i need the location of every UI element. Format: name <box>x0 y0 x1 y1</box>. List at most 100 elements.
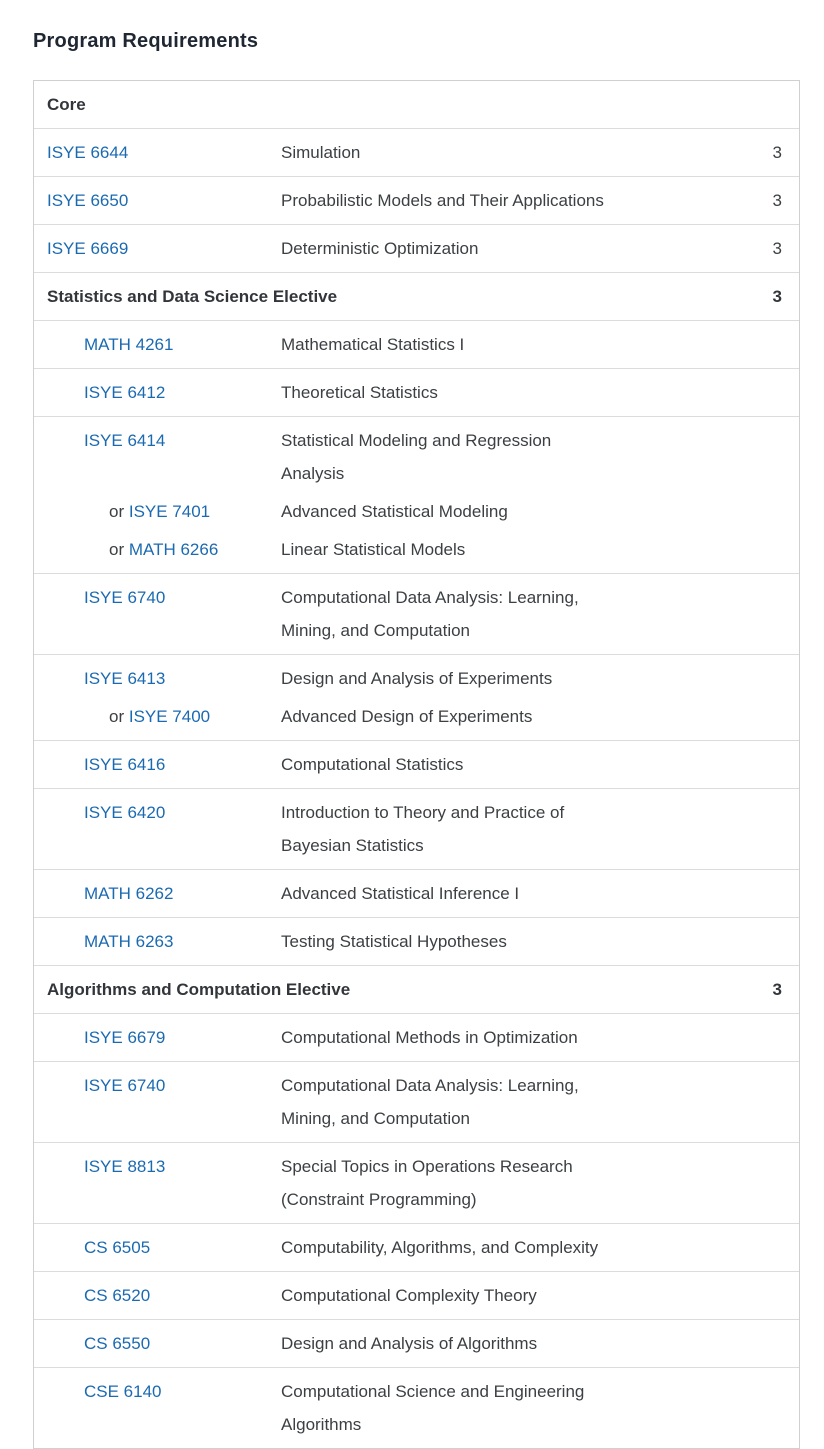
course-code-link[interactable]: ISYE 7400 <box>128 707 211 726</box>
course-hours <box>623 581 782 647</box>
course-code-cell: MATH 6263 <box>47 925 281 958</box>
course-code-cell: ISYE 6679 <box>47 1021 281 1054</box>
course-hours <box>623 662 782 695</box>
table-row: CS 6505 Computability, Algorithms, and Co… <box>34 1224 799 1272</box>
table-row: CS 6550 Design and Analysis of Algorithms <box>34 1320 799 1368</box>
course-title: Design and Analysis of Experiments <box>281 669 553 688</box>
table-row: ISYE 6413 Design and Analysis of Experime… <box>34 655 799 741</box>
or-prefix: or <box>109 540 129 559</box>
course-code-link[interactable]: CS 6505 <box>84 1238 151 1257</box>
course-title: Computational Data Analysis: Learning, M… <box>281 588 579 640</box>
course-code-link[interactable]: ISYE 8813 <box>84 1157 166 1176</box>
table-row: ISYE 6740 Computational Data Analysis: Le… <box>34 1062 799 1143</box>
course-code-link[interactable]: CS 6520 <box>84 1286 151 1305</box>
course-hours: 3 <box>772 191 782 210</box>
course-code-link[interactable]: ISYE 6644 <box>47 143 129 162</box>
course-code-link[interactable]: ISYE 6413 <box>84 669 166 688</box>
course-code-cell: ISYE 6740 <box>47 1069 281 1135</box>
course-title: Simulation <box>281 143 361 162</box>
catalog-page: Program Requirements Core ISYE 6644 Simula… <box>0 30 824 1449</box>
page-title: Program Requirements <box>33 30 259 52</box>
course-code-link[interactable]: ISYE 6669 <box>47 239 129 258</box>
table-row: ISYE 6669 Deterministic Optimization 3 <box>34 225 799 273</box>
table-row: ISYE 6644 Simulation 3 <box>34 129 799 177</box>
course-code-link[interactable]: ISYE 6412 <box>84 383 166 402</box>
course-code-cell: CS 6505 <box>47 1231 281 1264</box>
course-hours <box>623 796 782 862</box>
table-row: ISYE 6416 Computational Statistics <box>34 741 799 789</box>
course-code-cell: CS 6520 <box>47 1279 281 1312</box>
table-row: MATH 4261 Mathematical Statistics I <box>34 321 799 369</box>
course-hours: 3 <box>772 239 782 258</box>
course-code-link[interactable]: ISYE 6416 <box>84 755 166 774</box>
section-title: Core <box>47 95 86 114</box>
program-requirements-table: Core ISYE 6644 Simulation 3 ISYE 6650 Probabi… <box>33 80 800 1449</box>
course-code-link[interactable]: ISYE 6740 <box>84 1076 166 1095</box>
table-row: MATH 6263 Testing Statistical Hypotheses <box>34 918 799 966</box>
course-code-link[interactable]: CSE 6140 <box>84 1382 162 1401</box>
course-title: Special Topics in Operations Research (C… <box>281 1157 573 1209</box>
table-row: ISYE 6412 Theoretical Statistics <box>34 369 799 417</box>
course-code-cell: ISYE 6412 <box>47 376 281 409</box>
course-title: Mathematical Statistics I <box>281 335 465 354</box>
course-code-cell: CS 6550 <box>47 1327 281 1360</box>
course-code-cell: ISYE 6669 <box>47 232 281 265</box>
course-title: Computational Complexity Theory <box>281 1286 537 1305</box>
course-title: Probabilistic Models and Their Applicati… <box>281 191 604 210</box>
course-title: Deterministic Optimization <box>281 239 479 258</box>
course-hours <box>623 328 782 361</box>
course-hours <box>623 1021 782 1054</box>
section-header-row: Core <box>34 81 799 129</box>
alt-course-title: Advanced Statistical Modeling <box>281 502 508 521</box>
course-code-cell: ISYE 6420 <box>47 796 281 862</box>
course-code-cell: MATH 6262 <box>47 877 281 910</box>
course-title: Introduction to Theory and Practice of B… <box>281 803 565 855</box>
section-header-row: Algorithms and Computation Elective 3 <box>34 966 799 1014</box>
course-code-link[interactable]: MATH 6262 <box>84 884 174 903</box>
course-code-link[interactable]: ISYE 6650 <box>47 191 129 210</box>
table-row: ISYE 8813 Special Topics in Operations Re… <box>34 1143 799 1224</box>
course-hours <box>623 1327 782 1360</box>
course-title: Testing Statistical Hypotheses <box>281 932 507 951</box>
course-hours <box>623 1279 782 1312</box>
course-title: Computational Data Analysis: Learning, M… <box>281 1076 579 1128</box>
section-title: Algorithms and Computation Elective <box>47 980 351 999</box>
course-code-cell: ISYE 8813 <box>47 1150 281 1216</box>
alt-hours-spacer <box>623 695 782 733</box>
course-hours <box>623 925 782 958</box>
course-code-cell: MATH 4261 <box>47 328 281 361</box>
table-row: ISYE 6650 Probabilistic Models and Their … <box>34 177 799 225</box>
course-code-cell: ISYE 6650 <box>47 184 281 217</box>
course-code-link[interactable]: CS 6550 <box>84 1334 151 1353</box>
course-code-link[interactable]: MATH 4261 <box>84 335 174 354</box>
course-title: Computability, Algorithms, and Complexit… <box>281 1238 599 1257</box>
course-code-cell: ISYE 6413 <box>47 662 281 695</box>
course-code-link[interactable]: MATH 6266 <box>128 540 219 559</box>
alt-course-title: Linear Statistical Models <box>281 540 466 559</box>
table-row: MATH 6262 Advanced Statistical Inference … <box>34 870 799 918</box>
course-code-link[interactable]: MATH 6263 <box>84 932 174 951</box>
course-code-link[interactable]: ISYE 6740 <box>84 588 166 607</box>
course-hours <box>623 877 782 910</box>
course-hours <box>623 1069 782 1135</box>
course-code-cell: ISYE 6644 <box>47 136 281 169</box>
course-title: Computational Methods in Optimization <box>281 1028 578 1047</box>
course-title: Computational Science and Engineering Al… <box>281 1382 585 1434</box>
course-code-link[interactable]: ISYE 6679 <box>84 1028 166 1047</box>
section-hours: 3 <box>772 980 782 999</box>
course-hours: 3 <box>772 143 782 162</box>
course-hours <box>623 748 782 781</box>
course-code-link[interactable]: ISYE 6414 <box>84 431 166 450</box>
course-code-link[interactable]: ISYE 7401 <box>128 502 211 521</box>
alt-course-code-cell: or MATH 6266 <box>47 533 281 566</box>
alt-hours-spacer <box>623 490 782 528</box>
course-title: Statistical Modeling and Regression Anal… <box>281 431 552 483</box>
section-hours: 3 <box>772 287 782 306</box>
course-code-link[interactable]: ISYE 6420 <box>84 803 166 822</box>
table-row: CSE 6140 Computational Science and Engine… <box>34 1368 799 1448</box>
or-prefix: or <box>109 707 129 726</box>
table-row: ISYE 6679 Computational Methods in Optimi… <box>34 1014 799 1062</box>
alt-course-title: Advanced Design of Experiments <box>281 707 533 726</box>
alt-hours-spacer <box>623 528 782 566</box>
course-hours <box>623 1231 782 1264</box>
